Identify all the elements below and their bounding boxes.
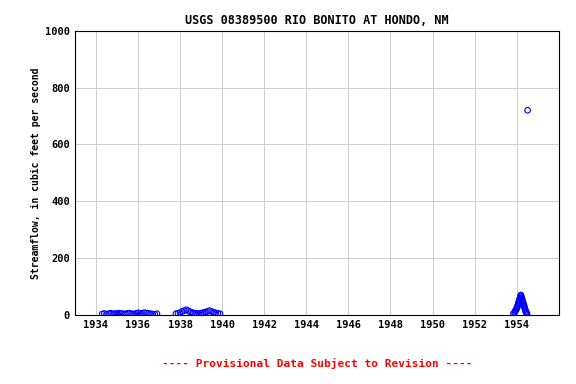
- Point: [513, 303, 522, 310]
- Point: [100, 310, 109, 316]
- Point: [182, 307, 191, 313]
- Point: [184, 308, 193, 314]
- Y-axis label: Streamflow, in cubic feet per second: Streamflow, in cubic feet per second: [31, 67, 41, 278]
- Point: [125, 310, 134, 316]
- Point: [520, 305, 529, 311]
- Point: [518, 299, 528, 305]
- Point: [121, 311, 130, 317]
- Point: [514, 299, 524, 305]
- Point: [521, 306, 530, 312]
- Point: [138, 310, 147, 316]
- Point: [200, 309, 210, 315]
- Point: [516, 292, 525, 298]
- Point: [106, 310, 115, 316]
- Point: [135, 310, 145, 316]
- Point: [517, 295, 526, 301]
- Point: [115, 310, 124, 316]
- Point: [190, 310, 199, 316]
- Point: [196, 310, 206, 316]
- Point: [97, 311, 107, 317]
- Point: [211, 310, 221, 316]
- Point: [171, 311, 180, 317]
- Point: [188, 310, 198, 316]
- Point: [108, 311, 118, 317]
- Point: [510, 310, 519, 316]
- Point: [511, 308, 520, 314]
- Point: [522, 310, 531, 316]
- Point: [520, 303, 529, 310]
- Point: [514, 298, 524, 304]
- Point: [140, 310, 149, 316]
- Point: [203, 308, 212, 314]
- Point: [142, 310, 151, 316]
- Point: [116, 310, 126, 316]
- Point: [146, 311, 155, 317]
- Point: [192, 310, 202, 316]
- Point: [134, 310, 143, 316]
- Point: [517, 296, 526, 302]
- Point: [215, 311, 225, 317]
- Text: ---- Provisional Data Subject to Revision ----: ---- Provisional Data Subject to Revisio…: [161, 358, 472, 369]
- Point: [127, 311, 137, 317]
- Point: [509, 310, 518, 316]
- Point: [523, 107, 532, 113]
- Point: [514, 300, 523, 306]
- Title: USGS 08389500 RIO BONITO AT HONDO, NM: USGS 08389500 RIO BONITO AT HONDO, NM: [185, 14, 449, 27]
- Point: [144, 310, 153, 316]
- Point: [194, 311, 203, 317]
- Point: [521, 309, 530, 315]
- Point: [199, 310, 208, 316]
- Point: [152, 311, 161, 317]
- Point: [123, 310, 132, 316]
- Point: [513, 305, 522, 311]
- Point: [205, 308, 214, 314]
- Point: [511, 307, 521, 313]
- Point: [512, 306, 521, 312]
- Point: [518, 298, 527, 304]
- Point: [112, 311, 122, 317]
- Point: [519, 300, 528, 306]
- Point: [517, 293, 526, 300]
- Point: [516, 293, 525, 300]
- Point: [513, 302, 522, 308]
- Point: [516, 295, 525, 301]
- Point: [213, 310, 222, 316]
- Point: [119, 311, 128, 317]
- Point: [522, 310, 531, 316]
- Point: [207, 308, 216, 314]
- Point: [510, 308, 520, 314]
- Point: [209, 309, 218, 315]
- Point: [173, 310, 183, 316]
- Point: [104, 311, 113, 317]
- Point: [521, 308, 530, 314]
- Point: [110, 310, 119, 316]
- Point: [515, 296, 524, 302]
- Point: [150, 311, 160, 318]
- Point: [148, 311, 157, 317]
- Point: [177, 308, 187, 314]
- Point: [519, 302, 528, 308]
- Point: [131, 310, 141, 316]
- Point: [102, 311, 111, 318]
- Point: [522, 311, 532, 318]
- Point: [176, 310, 185, 316]
- Point: [129, 311, 138, 317]
- Point: [180, 308, 189, 314]
- Point: [186, 309, 195, 315]
